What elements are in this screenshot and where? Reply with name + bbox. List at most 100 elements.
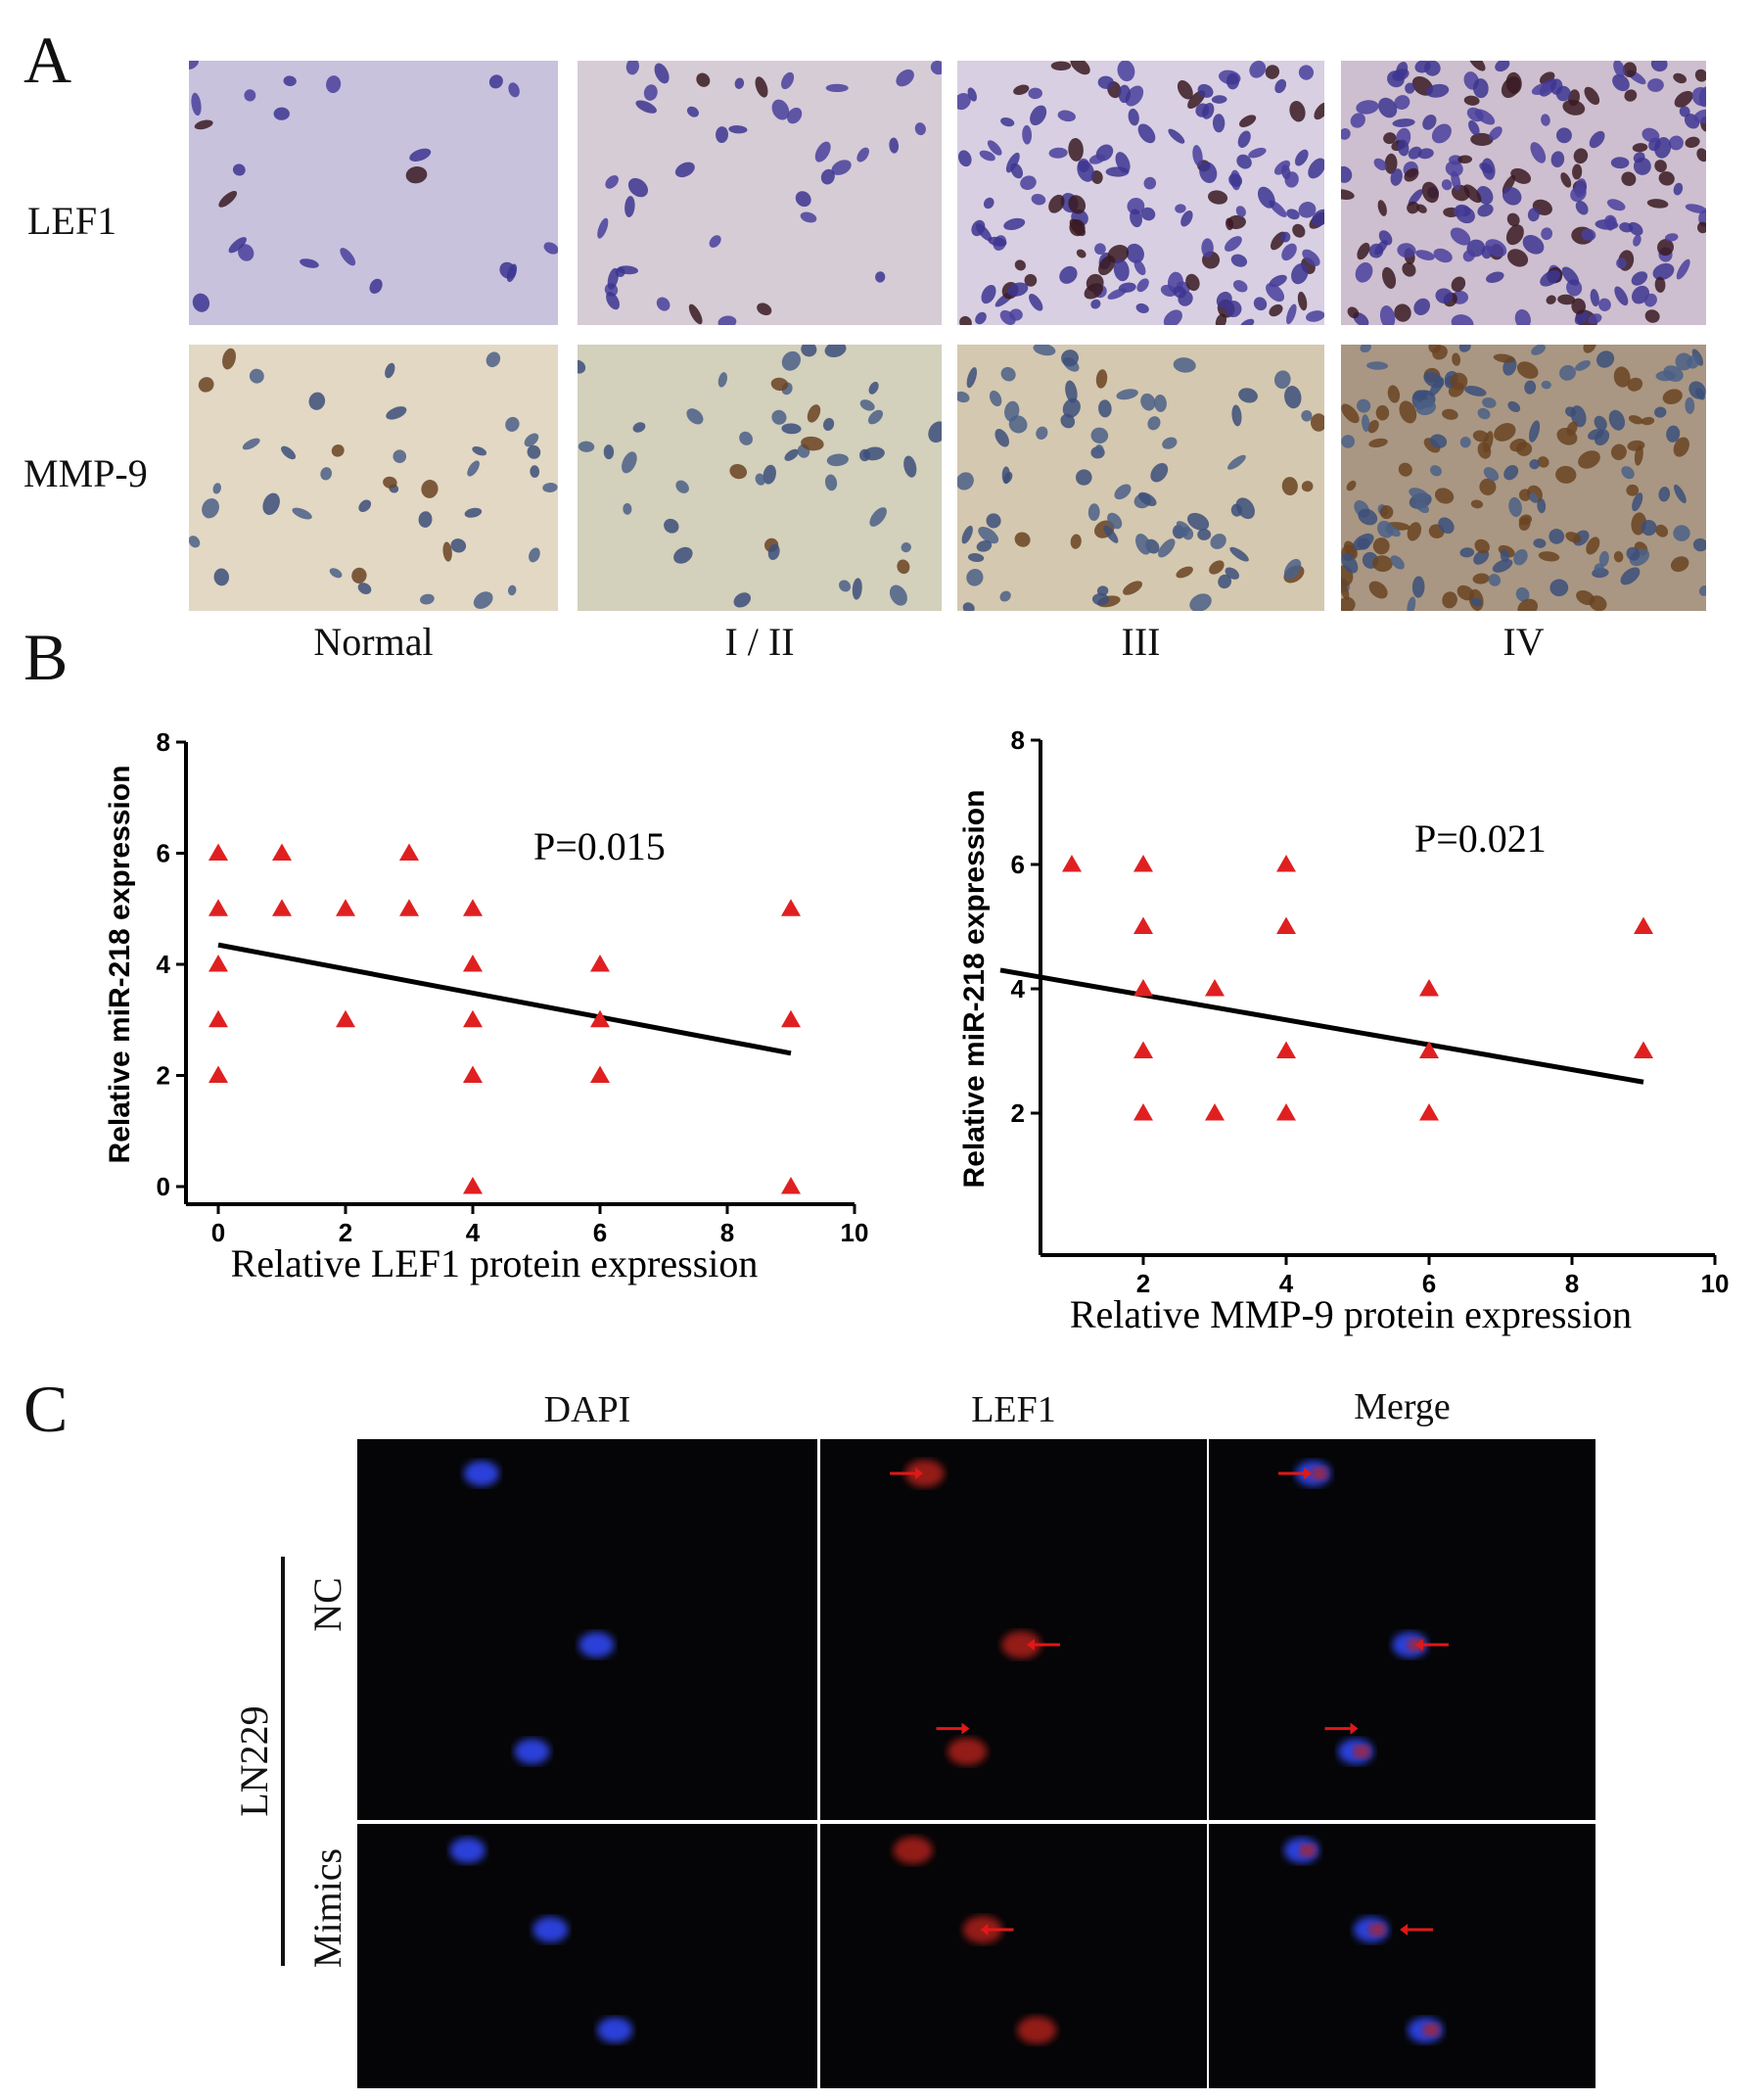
chart2-x-tick-label: 8 (1565, 1269, 1579, 1298)
nucleus (1662, 389, 1683, 405)
micrograph-lef1-stage-1-2 (578, 61, 942, 325)
nucleus (1379, 305, 1396, 325)
nucleus (1397, 243, 1416, 258)
nucleus (1606, 199, 1626, 211)
col-label-normal: Normal (313, 620, 434, 664)
nucleus (831, 160, 852, 175)
nucleus (1176, 521, 1190, 533)
nucleus (1232, 280, 1248, 293)
nucleus (1584, 86, 1600, 106)
arrow-icon (961, 1722, 970, 1735)
nucleus (1482, 397, 1497, 408)
nucleus (1472, 78, 1489, 99)
nucleus (262, 492, 280, 515)
lef1-signal (1017, 2016, 1057, 2044)
nucleus (281, 445, 297, 460)
nucleus (212, 483, 221, 494)
nucleus (1468, 119, 1480, 136)
nucleus (369, 278, 383, 294)
nucleus (1289, 101, 1306, 122)
nucleus (485, 351, 501, 368)
nucleus (1060, 413, 1076, 429)
nucleus (957, 150, 972, 167)
nucleus (1118, 84, 1131, 104)
nucleus (930, 61, 942, 75)
nucleus (228, 237, 247, 254)
nucleus (1445, 161, 1463, 177)
nucleus (358, 499, 372, 512)
cell-nuclei (189, 348, 558, 609)
nucleus (1541, 114, 1550, 126)
nucleus (1515, 442, 1533, 456)
cell-nuclei (578, 345, 942, 608)
nucleus (473, 591, 493, 609)
nucleus (1522, 235, 1545, 255)
nucleus (606, 291, 620, 310)
nucleus (1620, 567, 1641, 585)
nucleus (1485, 239, 1507, 257)
fluorescence-field (890, 1460, 1060, 1765)
chart2-y-tick-label: 8 (1011, 725, 1025, 755)
nucleus (1362, 414, 1370, 433)
nucleus (1647, 78, 1664, 92)
nucleus (1415, 250, 1435, 260)
nucleus (1473, 549, 1490, 565)
arrow-icon (1304, 1468, 1313, 1480)
nucleus (1286, 303, 1297, 325)
nucleus (1133, 259, 1146, 276)
chart2-data-point (1062, 855, 1082, 872)
nucleus (1014, 259, 1026, 271)
nucleus (656, 297, 670, 311)
nucleus (1676, 258, 1690, 280)
nucleus (1515, 586, 1530, 602)
nucleus (826, 453, 849, 467)
nucleus (1158, 538, 1176, 558)
nucleus (1284, 386, 1302, 409)
chart2-data-point (1419, 1041, 1439, 1058)
nucleus (632, 422, 646, 433)
nucleus (1235, 497, 1255, 520)
nucleus (1674, 484, 1687, 504)
nucleus (421, 479, 439, 498)
cell-nuclei (1341, 345, 1706, 611)
nucleus (1415, 399, 1437, 416)
nucleus (273, 107, 290, 120)
nucleus (1091, 593, 1110, 606)
chart2-data-point (1276, 1103, 1296, 1121)
fluorescence-field (449, 1838, 633, 2043)
row-label-nc: NC (305, 1577, 349, 1632)
nucleus (1048, 147, 1068, 159)
nucleus (1281, 243, 1297, 261)
chart1-x-tick-label: 0 (211, 1218, 225, 1247)
fluor-mimics-lef1 (820, 1824, 1207, 2088)
chart1-data-point (781, 1177, 801, 1194)
cell-nuclei (189, 61, 558, 312)
nucleus (1644, 309, 1660, 323)
nucleus (1610, 443, 1627, 460)
fluor-nc-merge (1209, 1439, 1595, 1820)
nucleus (1291, 262, 1309, 285)
nucleus (1310, 413, 1324, 432)
nucleus (800, 211, 817, 223)
nucleus (1590, 289, 1599, 307)
nucleus (1137, 123, 1156, 144)
nucleus (1452, 352, 1461, 366)
chart2-y-tick-label: 4 (1011, 974, 1026, 1003)
nucleus (1489, 126, 1503, 141)
nucleus (1434, 488, 1455, 504)
nucleus (1273, 370, 1291, 390)
chart2-axes: 2 4 6 8 2 4 6 8 10 (1011, 725, 1730, 1298)
nucleus (542, 483, 558, 492)
nucleus (635, 100, 657, 114)
nucleus (1360, 345, 1371, 353)
nucleus (1061, 350, 1079, 367)
nucleus (976, 540, 993, 552)
nucleus (823, 417, 835, 432)
nucleus (1377, 520, 1394, 538)
nucleus (1000, 366, 1016, 382)
nucleus (1573, 148, 1589, 164)
nucleus (1095, 444, 1104, 455)
chart1-data-point (781, 1009, 801, 1028)
micrograph-mmp9-stage-4 (1341, 345, 1706, 611)
nucleus (1501, 76, 1521, 99)
